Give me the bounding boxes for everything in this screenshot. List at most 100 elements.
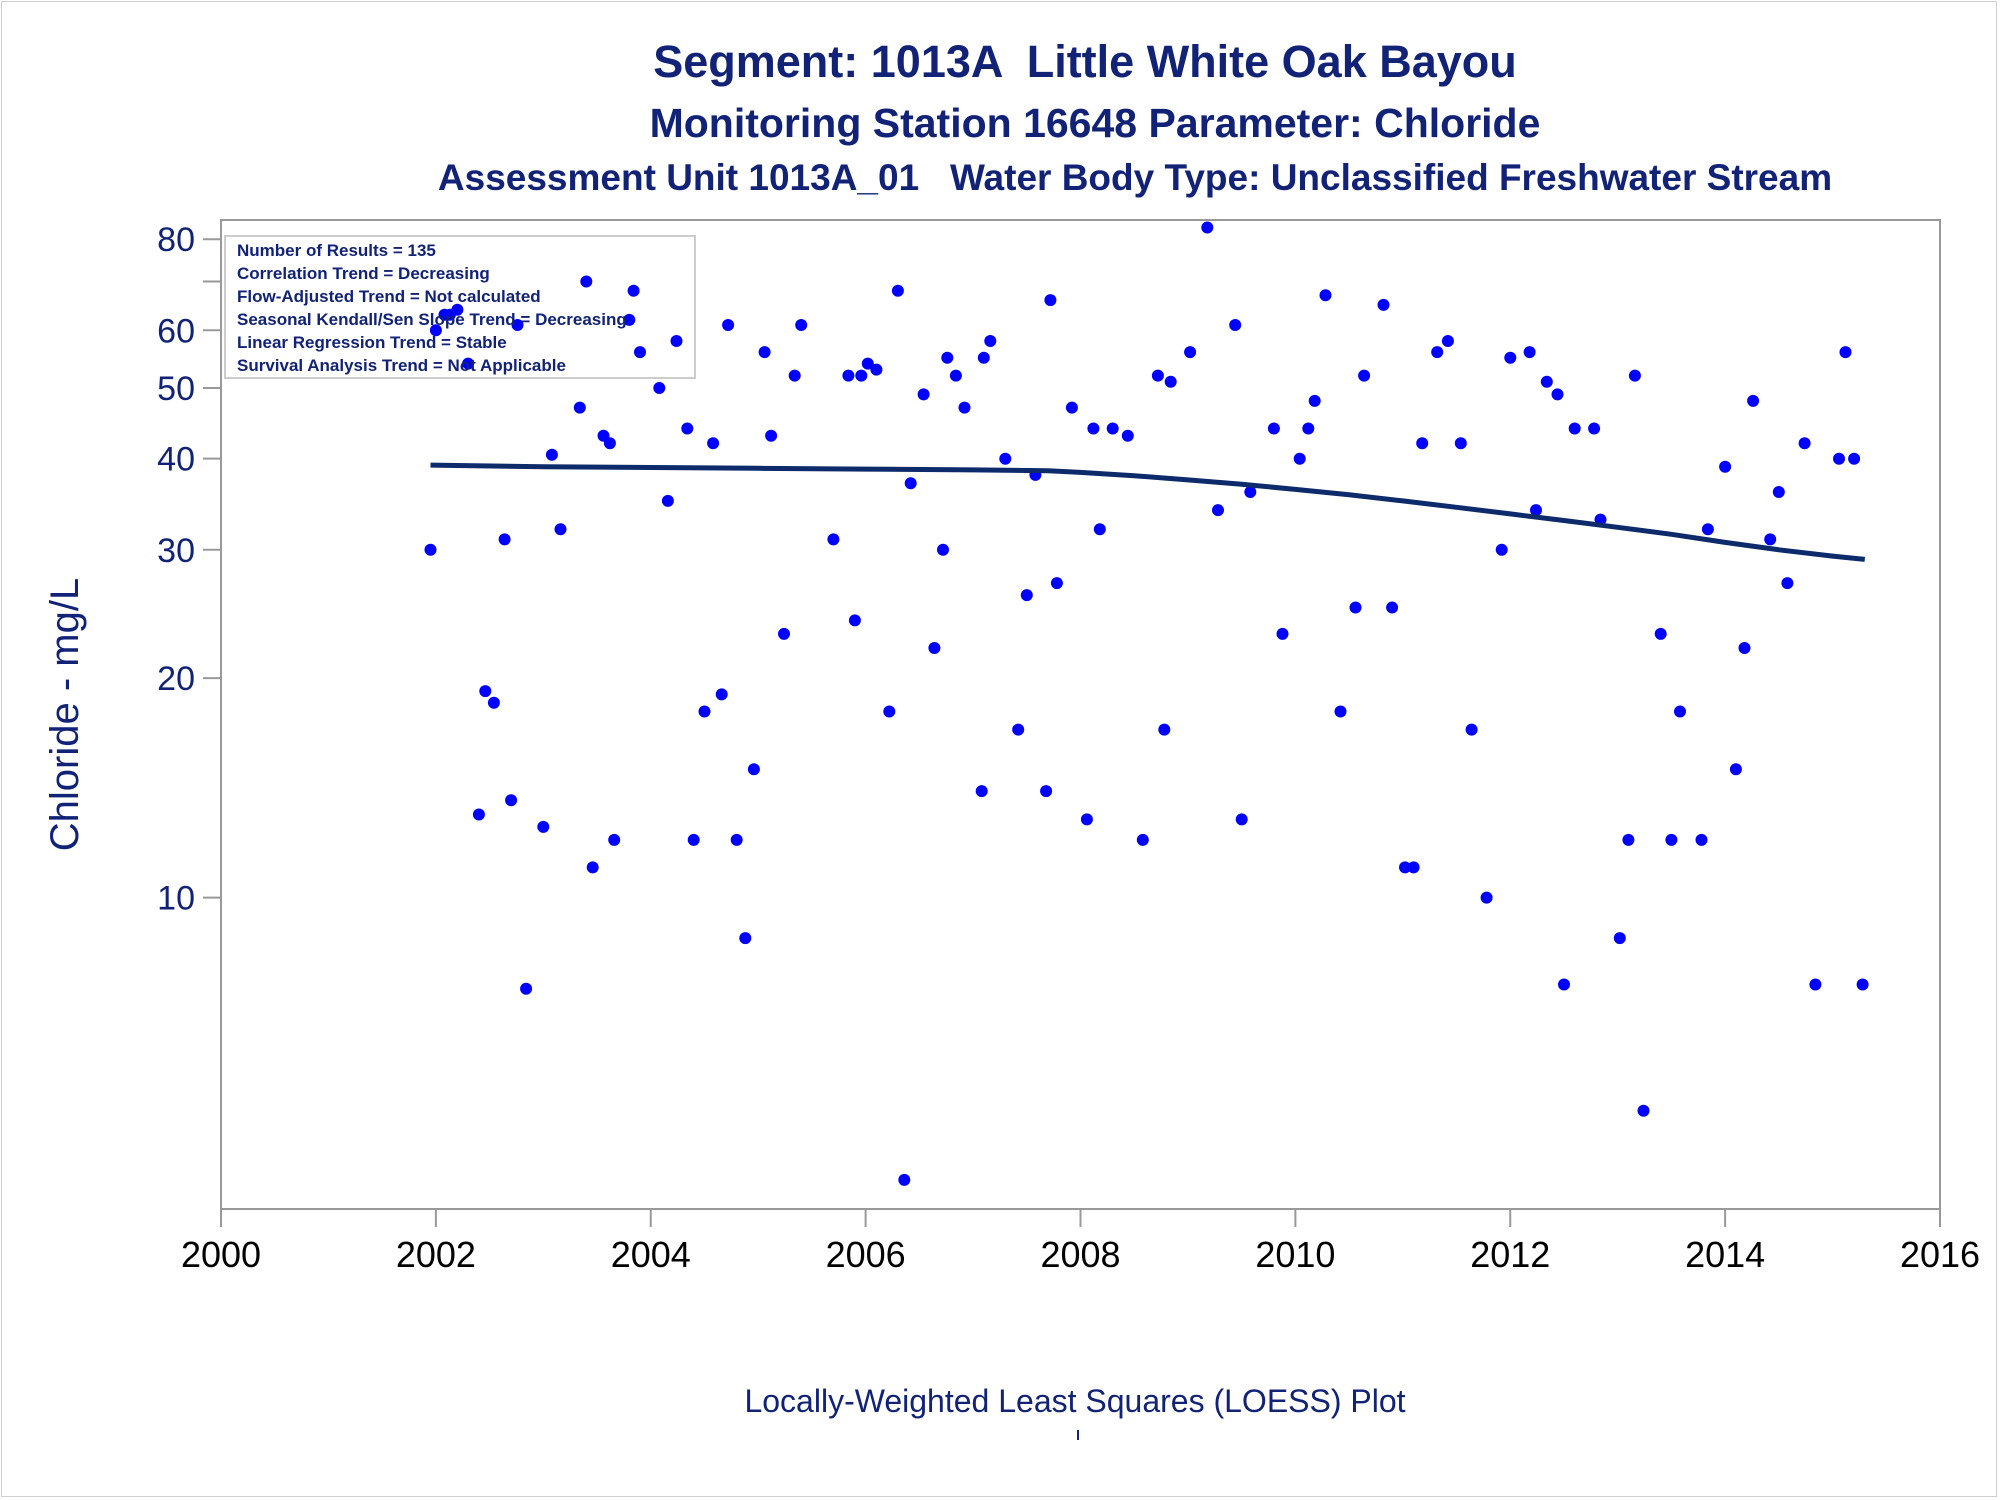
data-point [1798, 437, 1811, 450]
data-point [661, 494, 674, 507]
data-point [1839, 346, 1852, 359]
data-point [1050, 577, 1063, 590]
data-point [765, 429, 778, 442]
data-point [1568, 422, 1581, 435]
data-point [1747, 394, 1760, 407]
data-point [1184, 346, 1197, 359]
data-point [1416, 437, 1429, 450]
data-point [848, 614, 861, 627]
data-point [586, 861, 599, 874]
data-point [855, 369, 868, 382]
data-point [554, 523, 567, 536]
chart-subtitle: Monitoring Station 16648 Parameter: Chlo… [649, 100, 1541, 146]
data-point [1772, 486, 1785, 498]
data-point [1719, 460, 1732, 473]
data-point [1235, 813, 1248, 826]
data-point [681, 422, 694, 435]
data-point [898, 1173, 911, 1186]
x-tick-label: 2014 [1685, 1234, 1765, 1275]
footnote: Locally-Weighted Least Squares (LOESS) P… [744, 1383, 1406, 1419]
data-point [827, 533, 840, 546]
data-point [1809, 978, 1822, 991]
data-point [1523, 346, 1536, 359]
data-point [1441, 335, 1454, 347]
data-point [1465, 723, 1478, 736]
data-point [1848, 452, 1861, 465]
data-point [715, 688, 728, 701]
data-point [1377, 298, 1390, 311]
data-point [747, 763, 760, 776]
data-point [1093, 523, 1106, 536]
data-point [1399, 861, 1411, 874]
x-tick-label: 2006 [826, 1234, 906, 1275]
data-point [904, 477, 917, 490]
data-point [653, 382, 666, 394]
data-point [472, 808, 485, 821]
x-tick-label: 2016 [1900, 1234, 1980, 1275]
data-point [545, 448, 558, 461]
data-point [941, 351, 954, 364]
data-point [1276, 627, 1289, 640]
data-point [758, 346, 771, 359]
legend-line: Linear Regression Trend = Stable [237, 333, 507, 352]
data-point [1654, 627, 1667, 640]
data-point [1558, 978, 1570, 991]
data-point [1613, 932, 1626, 945]
legend-line: Flow-Adjusted Trend = Not calculated [237, 287, 541, 306]
data-point [1781, 577, 1794, 590]
data-point [498, 533, 511, 546]
data-point [1302, 422, 1315, 435]
data-point [505, 794, 518, 807]
data-point [1480, 891, 1493, 904]
data-point [1065, 401, 1078, 414]
data-point [1701, 523, 1714, 536]
data-point [1293, 452, 1306, 465]
data-point [1212, 504, 1224, 517]
data-point [627, 284, 640, 297]
footnote-mark [1077, 1430, 1079, 1440]
data-point [842, 369, 855, 382]
data-point [1495, 543, 1508, 556]
data-point [999, 452, 1012, 465]
data-point [1319, 289, 1332, 302]
legend-box: Number of Results = 135 Correlation Trend… [224, 235, 696, 379]
legend-frame [224, 235, 696, 379]
data-point [1136, 833, 1149, 846]
data-point [949, 369, 962, 382]
data-point [608, 833, 621, 846]
data-point [520, 982, 533, 995]
data-point [975, 785, 988, 798]
data-point [1121, 429, 1134, 442]
data-point [1454, 437, 1467, 450]
data-point [451, 303, 464, 316]
data-point [511, 319, 524, 331]
data-point [722, 319, 735, 331]
data-point [1628, 369, 1641, 382]
data-point [788, 369, 801, 382]
data-point [462, 357, 475, 370]
data-point [937, 543, 949, 556]
data-point [984, 335, 997, 347]
data-point [1164, 375, 1177, 388]
data-point [429, 324, 442, 337]
data-point [928, 642, 941, 654]
data-point [487, 696, 500, 709]
data-point [1012, 723, 1025, 736]
data-point [795, 319, 808, 331]
data-point [1308, 394, 1321, 407]
data-point [580, 275, 593, 288]
data-point [1106, 422, 1119, 435]
data-point [883, 705, 896, 718]
data-point [479, 685, 492, 698]
data-point [917, 388, 930, 401]
data-point [1540, 375, 1553, 388]
data-point [1334, 705, 1347, 718]
legend-line: Number of Results = 135 [237, 241, 436, 260]
data-point [1229, 319, 1242, 331]
y-tick-label: 30 [157, 532, 195, 570]
y-tick-label: 20 [157, 660, 195, 698]
y-tick-label: 10 [157, 880, 195, 918]
data-point [1040, 785, 1053, 798]
data-point [1349, 601, 1362, 614]
